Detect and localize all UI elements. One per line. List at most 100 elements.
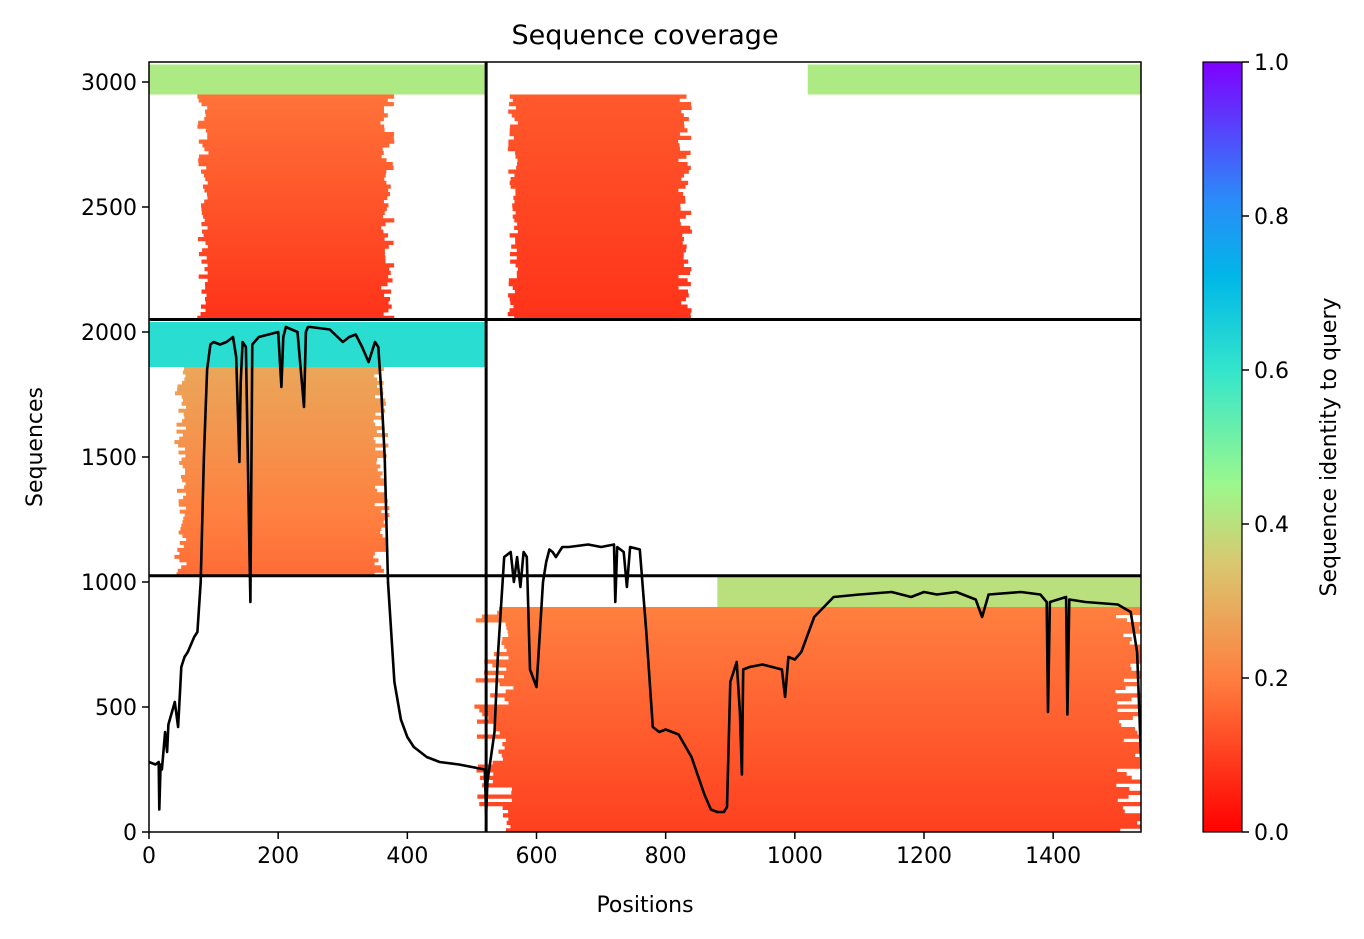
coverage-row <box>207 195 388 200</box>
coverage-row <box>200 304 392 309</box>
coverage-row <box>184 485 376 490</box>
coverage-block-3 <box>474 577 1141 832</box>
colorbar-tick-label: 0.8 <box>1254 205 1289 230</box>
colorbar-tick-label: 0.0 <box>1254 821 1289 846</box>
coverage-row <box>501 640 1130 645</box>
y-tick-label: 0 <box>123 821 137 846</box>
coverage-row <box>198 120 381 125</box>
coverage-row <box>179 551 375 556</box>
coverage-row <box>181 394 375 399</box>
coverage-row <box>206 192 390 197</box>
coverage-row <box>185 471 383 476</box>
coverage-row <box>509 297 686 302</box>
coverage-row <box>508 809 1125 814</box>
x-tick-label: 1400 <box>1025 844 1081 869</box>
coverage-row <box>510 184 686 189</box>
coverage-block-1 <box>507 64 1141 320</box>
coverage-line-layer <box>149 325 1141 816</box>
coverage-row <box>506 667 1132 672</box>
coverage-row <box>205 113 388 118</box>
coverage-row <box>199 252 385 257</box>
coverage-line <box>149 325 1141 816</box>
coverage-row <box>482 712 1141 717</box>
coverage-row <box>182 398 386 403</box>
coverage-row <box>201 210 385 215</box>
coverage-row <box>185 447 376 451</box>
coverage-row <box>207 180 387 185</box>
chart-title: Sequence coverage <box>511 20 778 51</box>
coverage-row <box>176 422 376 427</box>
colorbar-label: Sequence identity to query <box>1317 297 1342 596</box>
coverage-row <box>512 214 686 219</box>
coverage-row <box>508 293 689 298</box>
coverage-row <box>207 263 395 268</box>
coverage-row <box>509 308 692 313</box>
coverage-row <box>202 143 390 148</box>
coverage-row <box>204 282 388 287</box>
coverage-row <box>479 802 1141 807</box>
coverage-row <box>504 697 1132 702</box>
coverage-row <box>177 384 377 389</box>
coverage-row <box>484 670 1141 675</box>
coverage-row <box>206 255 386 260</box>
block-top-band <box>149 322 487 367</box>
coverage-row <box>488 715 1133 720</box>
colorbar-ticks: 0.0 0.2 0.4 0.6 0.8 1.0 <box>1242 51 1289 846</box>
coverage-row <box>509 252 684 257</box>
coverage-row <box>201 222 386 227</box>
coverage-row <box>207 105 384 110</box>
y-axis: 0 500 1000 1500 2000 2500 3000 <box>81 71 149 846</box>
x-axis-label: Positions <box>596 893 693 918</box>
coverage-row <box>504 644 1141 649</box>
coverage-row <box>515 263 684 268</box>
coverage-row <box>197 237 385 242</box>
coverage-row <box>516 274 679 279</box>
coverage-row <box>205 177 385 182</box>
coverage-row <box>511 790 1141 795</box>
coverage-row <box>510 124 685 129</box>
domain-boundaries <box>149 62 1141 832</box>
coverage-heatmap <box>149 64 1141 832</box>
coverage-row <box>513 685 1126 690</box>
coverage-row <box>507 629 1141 634</box>
coverage-row <box>207 278 393 283</box>
coverage-row <box>498 607 1141 612</box>
coverage-row <box>517 222 681 227</box>
coverage-row <box>182 478 385 483</box>
y-tick-label: 1000 <box>81 571 137 596</box>
coverage-row <box>492 663 1131 668</box>
coverage-row <box>514 218 680 223</box>
coverage-row <box>182 534 383 538</box>
coverage-row <box>515 240 683 245</box>
coverage-row <box>508 169 689 174</box>
coverage-row <box>514 225 691 230</box>
coverage-row <box>509 180 689 185</box>
coverage-row <box>516 255 684 260</box>
coverage-row <box>205 109 385 114</box>
coverage-row <box>207 244 389 249</box>
coverage-row <box>204 147 383 152</box>
x-tick-label: 200 <box>257 844 299 869</box>
coverage-row <box>208 150 384 155</box>
coverage-row <box>181 457 378 462</box>
coverage-row <box>183 495 386 500</box>
coverage-row <box>502 757 1141 762</box>
coverage-row <box>510 824 1141 829</box>
coverage-row <box>179 558 379 563</box>
coverage-row <box>493 652 1141 657</box>
coverage-row <box>504 674 1141 679</box>
coverage-row <box>484 659 1141 664</box>
coverage-row <box>202 248 385 253</box>
x-tick-label: 800 <box>645 844 687 869</box>
y-axis-label: Sequences <box>23 387 48 507</box>
coverage-row <box>508 109 682 114</box>
coverage-row <box>181 401 387 406</box>
coverage-row <box>506 625 1140 630</box>
coverage-row <box>198 162 393 167</box>
coverage-row <box>186 405 383 410</box>
coverage-row <box>492 779 1141 784</box>
coverage-row <box>201 289 392 294</box>
coverage-row <box>499 682 1138 687</box>
coverage-row <box>514 315 691 320</box>
coverage-row <box>182 464 381 469</box>
